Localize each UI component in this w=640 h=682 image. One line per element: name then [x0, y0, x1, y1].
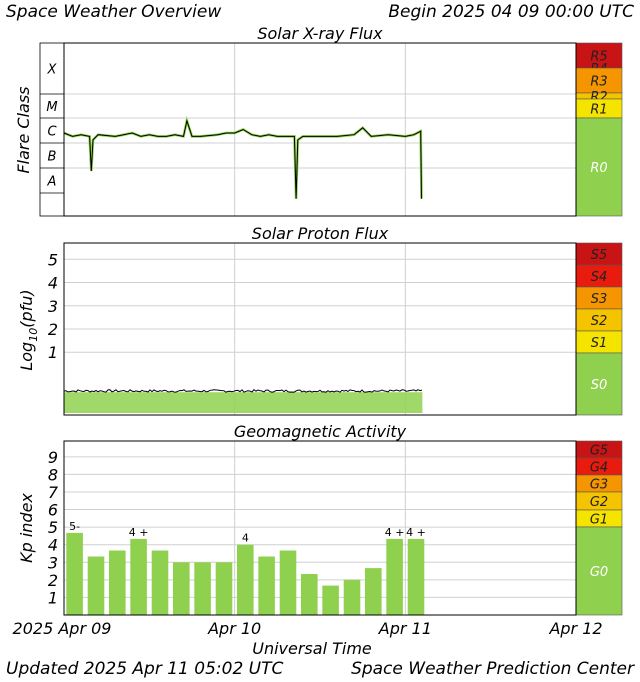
kp-bar — [407, 538, 425, 615]
y-tick-label: 3 — [48, 553, 58, 572]
kp-bar — [215, 562, 233, 615]
y-tick-label: 2 — [48, 571, 58, 590]
kp-bar — [322, 585, 339, 615]
scale-label: R5 — [590, 50, 607, 65]
proton-series-line — [63, 389, 423, 393]
y-axis-title: Kp index — [17, 493, 36, 563]
kp-bar — [365, 568, 382, 615]
x-tick-label: 2025 Apr 09 — [13, 619, 112, 638]
kp-bar — [258, 556, 275, 615]
x-tick-label: Apr 10 — [207, 619, 261, 638]
xray-series-long — [63, 118, 422, 199]
y-tick-label: 9 — [48, 448, 58, 467]
scale-label: S5 — [591, 248, 608, 263]
kp-bar-label: 4 — [242, 532, 249, 545]
panel-frame — [63, 440, 577, 616]
flare-class-label: X — [47, 63, 58, 78]
y-tick-label: 7 — [48, 483, 59, 502]
flare-class-label: M — [46, 100, 57, 115]
scale-label: S0 — [591, 378, 608, 393]
kp-bar — [279, 550, 297, 615]
kp-bar-label: 4 + — [385, 526, 405, 539]
scale-label: G4 — [590, 461, 608, 476]
scale-label: G1 — [590, 513, 608, 528]
scale-band — [575, 352, 623, 416]
scale-band — [575, 117, 623, 217]
scale-label: R1 — [590, 103, 607, 118]
panel-title-3: Geomagnetic Activity — [234, 422, 407, 441]
y-tick-label: 1 — [48, 588, 58, 607]
kp-bar — [66, 532, 83, 615]
scale-label: S3 — [591, 292, 608, 307]
kp-bar — [386, 538, 403, 615]
x-tick-label: Apr 12 — [548, 619, 602, 638]
kp-bar-label: 4 + — [406, 526, 426, 539]
credit-text: Space Weather Prediction Center — [351, 659, 635, 679]
kp-bar — [343, 579, 361, 615]
x-tick-label: Apr 11 — [378, 619, 432, 638]
scale-band — [575, 67, 623, 94]
kp-bar — [151, 550, 169, 615]
y-tick-label: 4 — [48, 536, 58, 555]
y-tick-label: 3 — [48, 297, 58, 316]
scale-label: G3 — [590, 478, 608, 493]
y-axis-title: Flare Class — [14, 86, 33, 173]
flare-class-label: C — [47, 125, 57, 140]
proton-series-fill — [64, 392, 423, 413]
page-title: Space Weather Overview — [6, 2, 221, 22]
kp-bar — [194, 562, 211, 615]
x-axis-title: Universal Time — [252, 639, 372, 658]
kp-bar — [173, 562, 190, 615]
scale-label: S4 — [591, 270, 608, 285]
kp-bar-label: 5- — [69, 520, 80, 533]
scale-band — [575, 526, 623, 616]
panel-title-2: Solar Proton Flux — [252, 224, 389, 243]
scale-label: G2 — [590, 495, 608, 510]
panel-title-1: Solar X-ray Flux — [257, 24, 383, 43]
scale-label: G5 — [590, 444, 608, 459]
y-axis-title-group: Log10(pfu) — [17, 289, 40, 370]
updated-timestamp: Updated 2025 Apr 11 05:02 UTC — [6, 659, 284, 679]
kp-bar-label: 4 + — [129, 526, 149, 539]
kp-bar — [237, 544, 254, 615]
kp-bar — [130, 538, 147, 615]
kp-bar — [109, 550, 126, 615]
y-axis-title: Log10(pfu) — [17, 289, 40, 370]
panel-frame — [63, 242, 577, 416]
kp-bar — [87, 556, 105, 615]
flare-class-label: B — [48, 150, 57, 165]
y-tick-label: 2 — [48, 320, 58, 339]
y-tick-label: 5 — [48, 250, 58, 269]
y-tick-label: 8 — [48, 465, 58, 484]
kp-bar — [301, 574, 318, 615]
y-tick-label: 5 — [48, 518, 58, 537]
y-tick-label: 1 — [48, 343, 58, 362]
scale-label: R0 — [590, 161, 607, 176]
scale-label: S1 — [591, 336, 608, 351]
panel-frame — [63, 42, 577, 217]
scale-label: G0 — [590, 565, 608, 580]
begin-timestamp: Begin 2025 04 09 00:00 UTC — [388, 2, 634, 22]
y-tick-label: 6 — [48, 501, 58, 520]
scale-label: S2 — [591, 314, 608, 329]
y-tick-label: 4 — [48, 274, 58, 293]
scale-label: R3 — [590, 75, 607, 90]
flare-class-label: A — [47, 175, 57, 190]
